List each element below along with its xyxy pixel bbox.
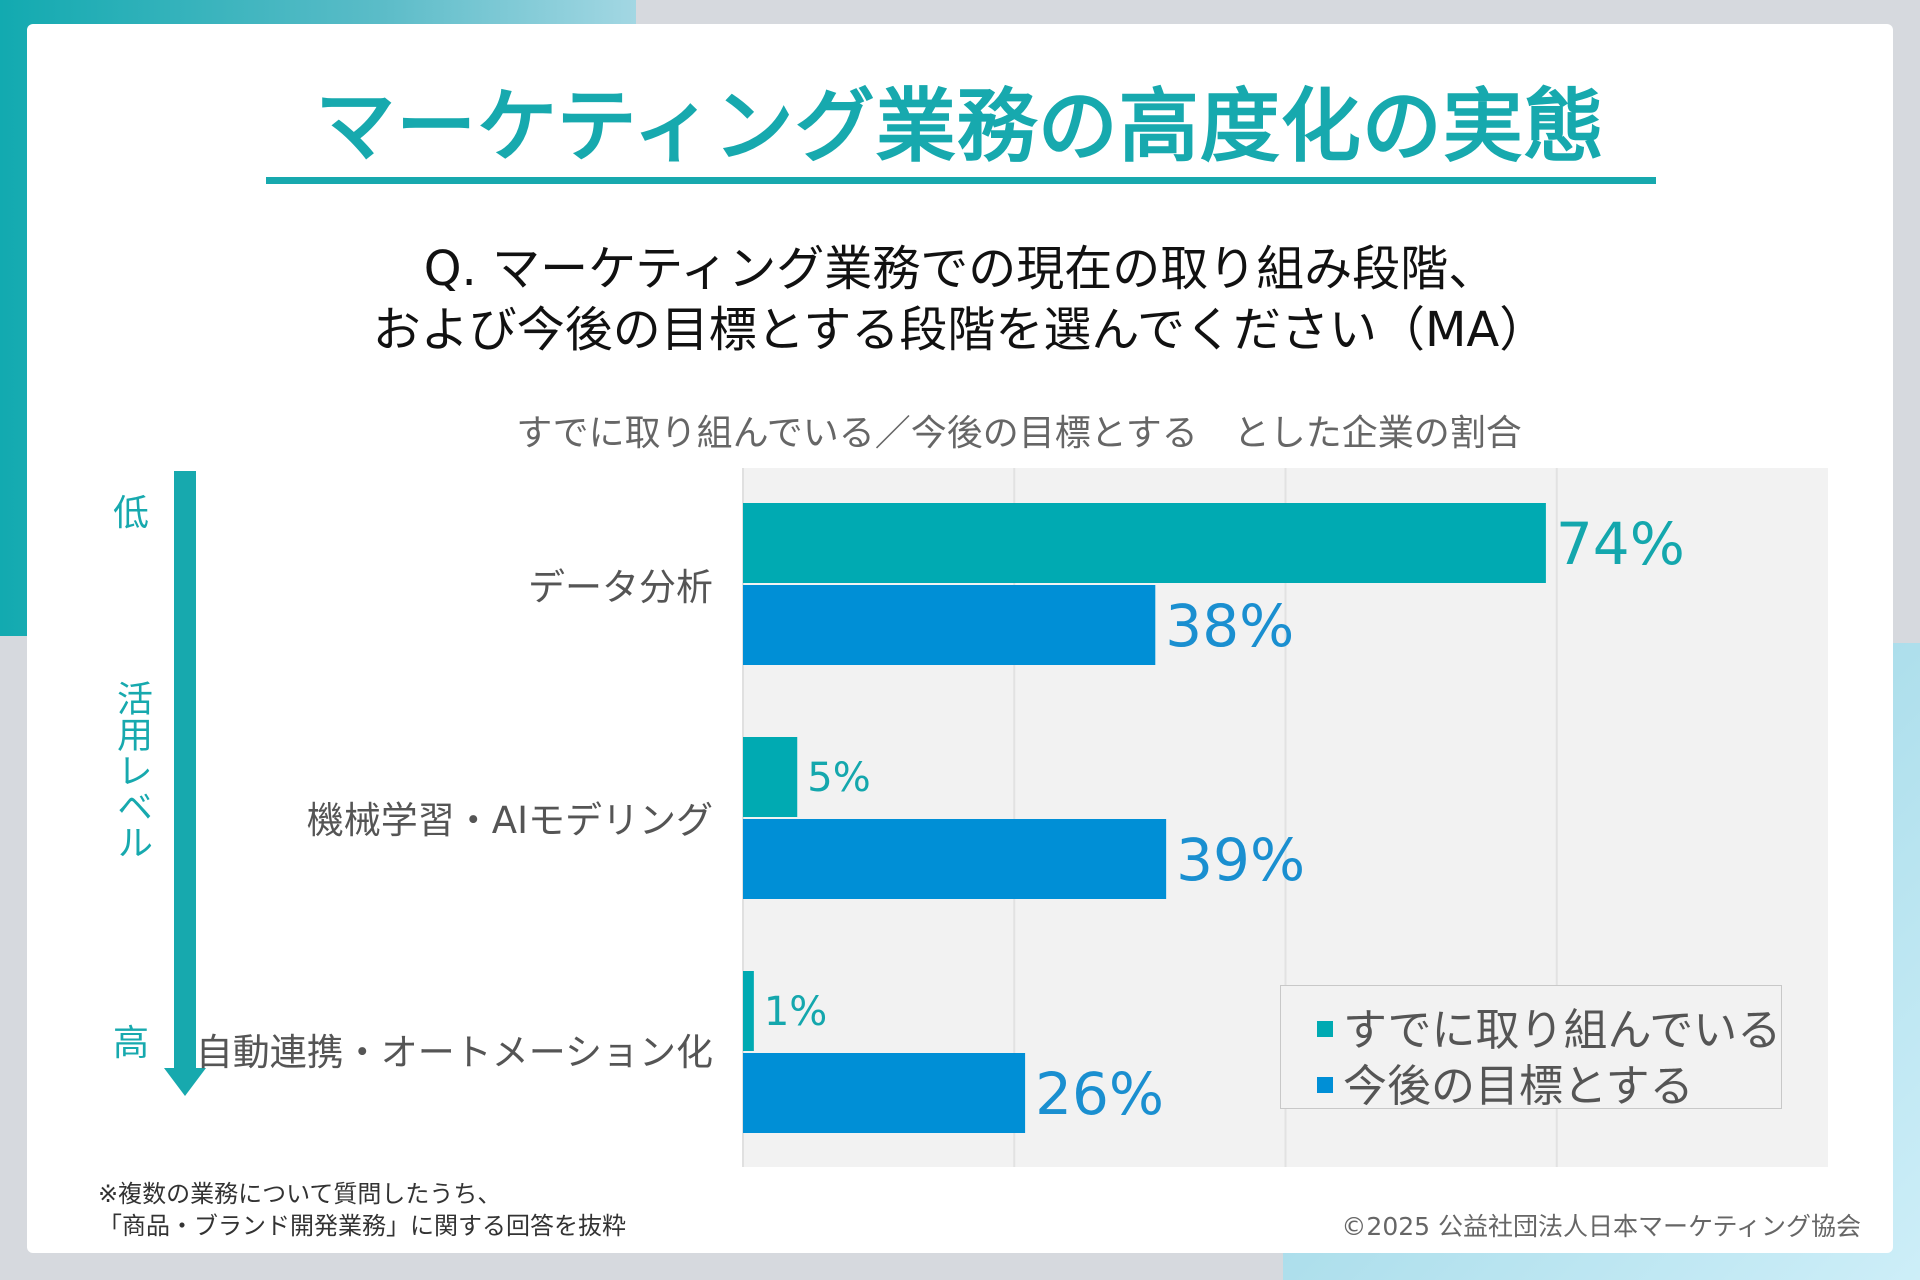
legend-item: 今後の目標とする: [1317, 1050, 1694, 1114]
footnote-line-1: ※複数の業務について質問したうち、: [98, 1180, 502, 1208]
legend-label: すでに取り組んでいる: [1343, 1005, 1782, 1056]
chart-title: すでに取り組んでいる／今後の目標とする とした企業の割合: [516, 413, 1522, 454]
bar: [743, 737, 798, 817]
legend-swatch: [1317, 1021, 1333, 1037]
level-axis-label: 活用レベル: [111, 680, 152, 860]
legend: すでに取り組んでいる 今後の目標とする: [1280, 985, 1782, 1112]
footnote-line-2: 「商品・ブランド開発業務」に関する回答を抜粋: [98, 1212, 626, 1240]
category-label: データ分析: [528, 566, 713, 609]
bar: [743, 1053, 1026, 1133]
data-label: 74%: [1556, 510, 1685, 578]
level-arrow-shaft: [174, 471, 196, 1071]
category-label: 機械学習・AIモデリング: [306, 799, 713, 842]
legend-label: 今後の目標とする: [1343, 1061, 1694, 1112]
copyright: ©2025 公益社団法人日本マーケティング協会: [1341, 1212, 1861, 1241]
data-label: 1%: [764, 989, 827, 1035]
bar: [743, 971, 754, 1051]
question-line-1: Q. マーケティング業務での現在の取り組み段階、: [423, 241, 1497, 297]
category-label: 自動連携・オートメーション化: [195, 1031, 713, 1074]
bar: [743, 819, 1167, 899]
data-label: 39%: [1176, 826, 1305, 894]
legend-item: すでに取り組んでいる: [1317, 994, 1781, 1058]
bar: [743, 585, 1156, 665]
legend-swatch: [1317, 1077, 1333, 1093]
bar: [743, 503, 1546, 583]
level-low-label: 低: [113, 493, 150, 534]
question-line-2: および今後の目標とする段階を選んでください（MA）: [372, 302, 1548, 358]
data-label: 38%: [1165, 592, 1294, 660]
arrow-down-icon: [164, 1068, 206, 1096]
data-label: 5%: [807, 755, 870, 801]
page-title: マーケティング業務の高度化の実態: [315, 80, 1605, 173]
data-label: 26%: [1035, 1060, 1164, 1128]
title-underline: [266, 177, 1656, 184]
level-high-label: 高: [113, 1023, 150, 1064]
